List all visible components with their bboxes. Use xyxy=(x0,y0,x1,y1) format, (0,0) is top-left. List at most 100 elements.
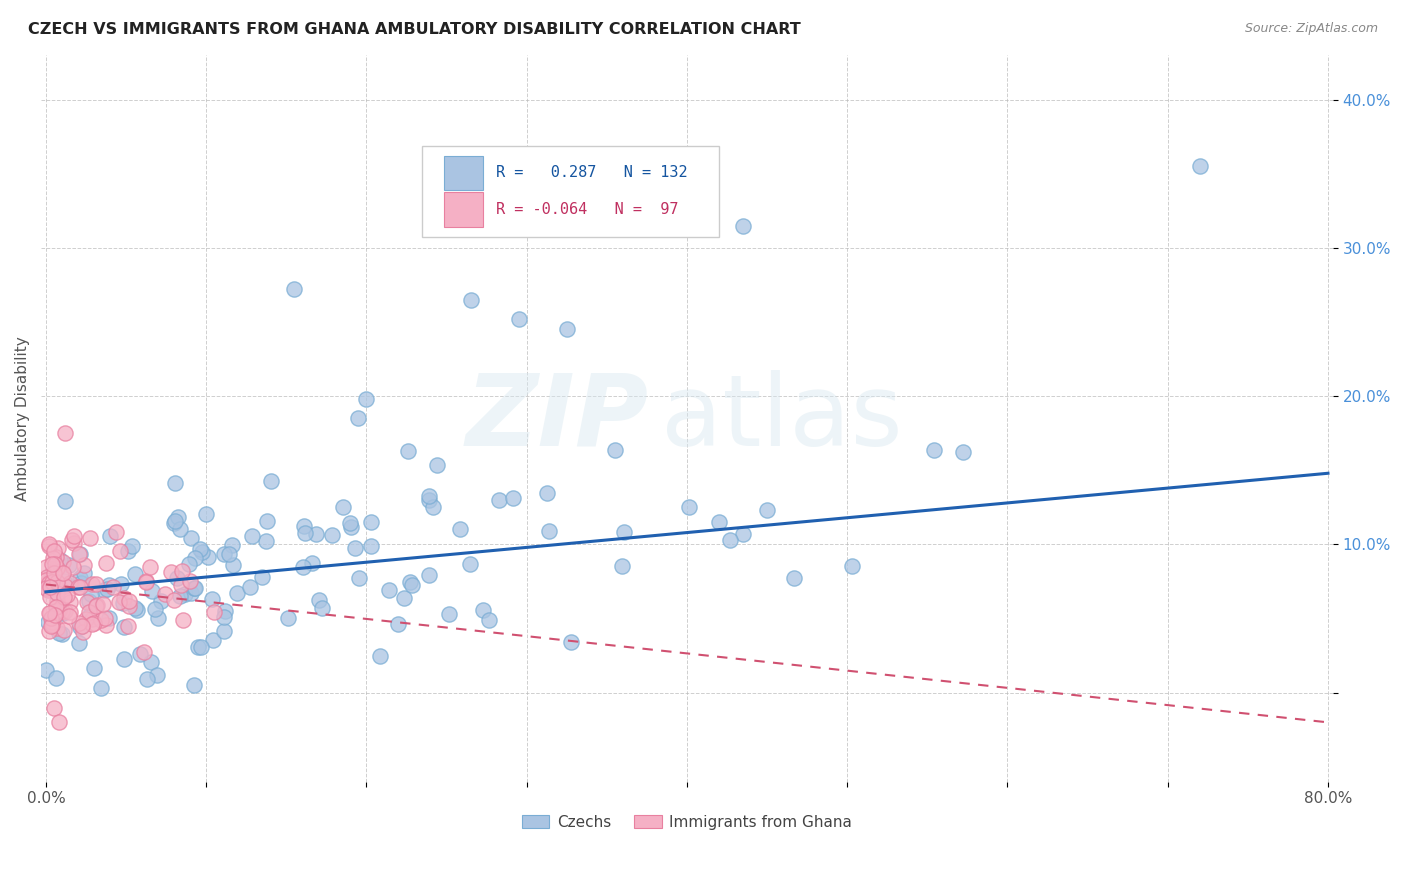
Point xyxy=(1188,159,1211,173)
Point xyxy=(51,627,73,641)
Point xyxy=(202,633,225,648)
Point xyxy=(77,605,100,619)
Point xyxy=(104,524,127,539)
Point xyxy=(112,620,135,634)
Point xyxy=(250,569,273,583)
Point xyxy=(214,605,236,619)
Point xyxy=(39,590,62,604)
Bar xyxy=(444,193,482,227)
Point xyxy=(605,443,627,458)
Point xyxy=(67,636,90,650)
Point xyxy=(560,635,582,649)
Point xyxy=(139,655,162,669)
Point xyxy=(283,282,305,296)
Point xyxy=(35,663,58,677)
Point xyxy=(426,458,449,472)
Point xyxy=(612,558,634,573)
Point xyxy=(38,624,60,638)
Point xyxy=(460,293,482,307)
Point xyxy=(90,681,112,695)
Point xyxy=(48,603,70,617)
Point xyxy=(472,602,495,616)
Point xyxy=(952,445,974,459)
Point xyxy=(129,647,152,661)
Point xyxy=(170,565,193,579)
Point xyxy=(396,444,419,458)
Point xyxy=(38,580,60,594)
Point xyxy=(163,514,186,528)
Point xyxy=(339,516,361,530)
Point xyxy=(48,553,70,567)
Point xyxy=(718,533,741,548)
Point xyxy=(110,576,132,591)
Point xyxy=(277,611,299,625)
Point xyxy=(46,594,69,608)
Point xyxy=(53,579,76,593)
Point xyxy=(305,526,328,541)
Point xyxy=(132,645,155,659)
Point xyxy=(97,611,120,625)
Point xyxy=(502,491,524,505)
Point xyxy=(35,581,58,595)
Point xyxy=(80,576,103,591)
Point xyxy=(62,560,84,574)
Point xyxy=(343,541,366,555)
Point xyxy=(240,528,263,542)
Point xyxy=(80,612,103,626)
Legend: Czechs, Immigrants from Ghana: Czechs, Immigrants from Ghana xyxy=(516,808,858,836)
Point xyxy=(394,591,416,605)
Point xyxy=(194,507,217,521)
Point xyxy=(59,606,82,620)
Point xyxy=(292,519,315,533)
Point xyxy=(51,566,73,580)
Point xyxy=(62,529,84,543)
Point xyxy=(191,544,214,558)
Point xyxy=(378,582,401,597)
Point xyxy=(538,524,561,538)
Point xyxy=(418,493,440,508)
Point xyxy=(121,539,143,553)
Point xyxy=(418,568,440,582)
Point xyxy=(398,574,420,589)
Point xyxy=(112,652,135,666)
Point xyxy=(79,607,101,622)
Point xyxy=(48,626,70,640)
Point xyxy=(188,541,211,556)
Point xyxy=(83,615,105,630)
Point xyxy=(110,544,132,558)
Point xyxy=(254,533,277,548)
Point xyxy=(169,589,191,603)
Point xyxy=(347,572,370,586)
Point xyxy=(79,587,101,601)
Point xyxy=(82,617,104,632)
Point xyxy=(37,570,59,584)
Point xyxy=(44,579,66,593)
Point xyxy=(46,561,69,575)
Point xyxy=(112,591,135,605)
Point xyxy=(180,531,202,545)
Point xyxy=(536,486,558,500)
Point xyxy=(59,595,82,609)
Point xyxy=(45,585,67,599)
Point xyxy=(180,586,202,600)
Point xyxy=(212,547,235,561)
Point xyxy=(166,510,188,524)
Point xyxy=(260,474,283,488)
Point xyxy=(347,411,370,425)
Point xyxy=(172,613,194,627)
Point xyxy=(478,613,501,627)
Point xyxy=(387,616,409,631)
Point xyxy=(37,615,59,630)
Point xyxy=(368,649,391,664)
Bar xyxy=(444,155,482,190)
Point xyxy=(117,619,139,633)
Point xyxy=(186,640,208,655)
Point xyxy=(45,621,67,635)
Point xyxy=(183,678,205,692)
Point xyxy=(150,594,173,608)
Point xyxy=(179,574,201,588)
Point xyxy=(226,586,249,600)
Point xyxy=(239,580,262,594)
Point xyxy=(42,566,65,581)
Point xyxy=(332,500,354,514)
